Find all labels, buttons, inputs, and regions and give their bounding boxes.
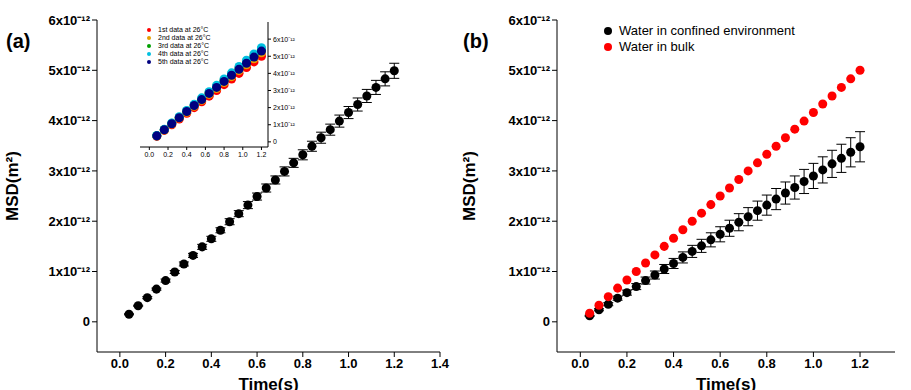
svg-text:5x10⁻¹²: 5x10⁻¹² — [273, 53, 296, 60]
svg-text:6x10⁻¹²: 6x10⁻¹² — [508, 13, 550, 28]
svg-text:0.2: 0.2 — [157, 356, 175, 371]
svg-text:Time(s): Time(s) — [238, 375, 298, 390]
svg-text:0.0: 0.0 — [111, 356, 129, 371]
svg-text:4x10⁻¹²: 4x10⁻¹² — [273, 70, 296, 77]
svg-text:1.2: 1.2 — [851, 356, 869, 371]
svg-text:6x10⁻¹²: 6x10⁻¹² — [273, 36, 296, 43]
svg-text:4x10⁻¹²: 4x10⁻¹² — [48, 113, 90, 128]
svg-text:1.4: 1.4 — [431, 356, 450, 371]
html-text:(b): (b) — [463, 30, 489, 52]
svg-text:3x10⁻¹²: 3x10⁻¹² — [273, 87, 296, 94]
svg-text:1x10⁻¹²: 1x10⁻¹² — [273, 121, 296, 128]
svg-text:0.8: 0.8 — [294, 356, 312, 371]
html-text:3rd data at 26°C: 3rd data at 26°C — [158, 42, 210, 49]
svg-text:MSD(m²): MSD(m²) — [460, 151, 479, 221]
svg-text:4x10⁻¹²: 4x10⁻¹² — [508, 113, 550, 128]
svg-text:2x10⁻¹²: 2x10⁻¹² — [508, 214, 550, 229]
svg-text:1.0: 1.0 — [804, 356, 822, 371]
svg-text:0.4: 0.4 — [665, 356, 684, 371]
html-text:5th data at 26°C: 5th data at 26°C — [158, 58, 209, 65]
svg-text:0.2: 0.2 — [163, 151, 173, 158]
svg-text:1.2: 1.2 — [257, 151, 267, 158]
svg-text:1.0: 1.0 — [238, 151, 248, 158]
svg-text:0.4: 0.4 — [202, 356, 221, 371]
html-text:Water in confined environment: Water in confined environment — [619, 23, 795, 38]
svg-text:0.0: 0.0 — [144, 151, 154, 158]
svg-text:2x10⁻¹²: 2x10⁻¹² — [48, 214, 90, 229]
svg-text:1x10⁻¹²: 1x10⁻¹² — [48, 264, 90, 279]
html-text:Water in bulk: Water in bulk — [619, 39, 695, 54]
svg-text:6x10⁻¹²: 6x10⁻¹² — [48, 13, 90, 28]
svg-text:0.4: 0.4 — [182, 151, 192, 158]
html-text:(a): (a) — [6, 30, 31, 52]
html-text:1st data at 26°C: 1st data at 26°C — [158, 26, 209, 33]
svg-text:5x10⁻¹²: 5x10⁻¹² — [48, 63, 90, 78]
svg-text:2x10⁻¹²: 2x10⁻¹² — [273, 104, 296, 111]
svg-text:0.6: 0.6 — [248, 356, 266, 371]
svg-text:1x10⁻¹²: 1x10⁻¹² — [508, 264, 550, 279]
svg-text:MSD(m²): MSD(m²) — [8, 151, 22, 221]
svg-text:0.8: 0.8 — [758, 356, 776, 371]
svg-text:1.2: 1.2 — [385, 356, 403, 371]
svg-text:3x10⁻¹²: 3x10⁻¹² — [48, 164, 90, 179]
svg-text:1.0: 1.0 — [339, 356, 357, 371]
svg-text:0.0: 0.0 — [571, 356, 589, 371]
svg-text:Time(s): Time(s) — [696, 375, 756, 390]
svg-text:0.6: 0.6 — [201, 151, 211, 158]
svg-text:5x10⁻¹²: 5x10⁻¹² — [508, 63, 550, 78]
svg-text:0.6: 0.6 — [711, 356, 729, 371]
svg-text:3x10⁻¹²: 3x10⁻¹² — [508, 164, 550, 179]
svg-text:0.2: 0.2 — [618, 356, 636, 371]
svg-text:0.8: 0.8 — [219, 151, 229, 158]
html-text:4th data at 26°C: 4th data at 26°C — [158, 50, 209, 57]
svg-text:0: 0 — [83, 314, 90, 329]
svg-text:0: 0 — [273, 138, 277, 145]
svg-text:0: 0 — [543, 314, 550, 329]
html-text:2nd data at 26°C: 2nd data at 26°C — [158, 34, 211, 41]
